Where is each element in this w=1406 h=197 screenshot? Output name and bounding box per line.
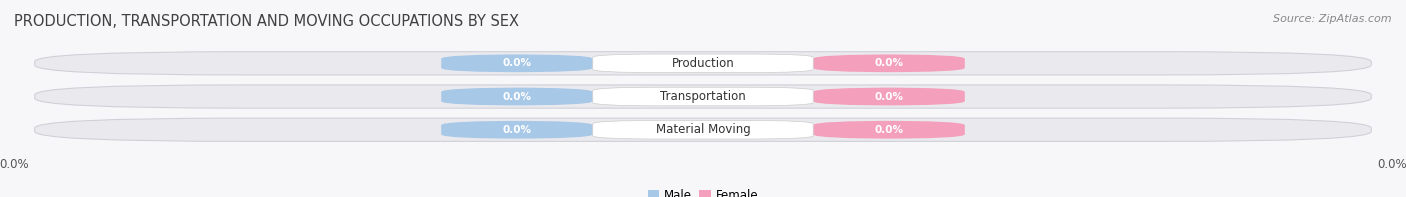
FancyBboxPatch shape (35, 118, 1371, 141)
FancyBboxPatch shape (813, 54, 965, 72)
Legend: Male, Female: Male, Female (643, 185, 763, 197)
FancyBboxPatch shape (441, 87, 593, 106)
Text: 0.0%: 0.0% (875, 58, 904, 68)
Text: Production: Production (672, 57, 734, 70)
Text: Transportation: Transportation (661, 90, 745, 103)
Text: 0.0%: 0.0% (875, 125, 904, 135)
Text: 0.0%: 0.0% (502, 58, 531, 68)
FancyBboxPatch shape (593, 87, 813, 106)
FancyBboxPatch shape (441, 54, 593, 72)
Text: 0.0%: 0.0% (502, 92, 531, 101)
FancyBboxPatch shape (593, 120, 813, 139)
Text: Source: ZipAtlas.com: Source: ZipAtlas.com (1274, 14, 1392, 24)
FancyBboxPatch shape (35, 85, 1371, 108)
Text: PRODUCTION, TRANSPORTATION AND MOVING OCCUPATIONS BY SEX: PRODUCTION, TRANSPORTATION AND MOVING OC… (14, 14, 519, 29)
FancyBboxPatch shape (813, 121, 965, 139)
Text: 0.0%: 0.0% (502, 125, 531, 135)
FancyBboxPatch shape (593, 54, 813, 73)
Text: 0.0%: 0.0% (875, 92, 904, 101)
FancyBboxPatch shape (813, 87, 965, 106)
FancyBboxPatch shape (441, 121, 593, 139)
Text: Material Moving: Material Moving (655, 123, 751, 136)
FancyBboxPatch shape (35, 52, 1371, 75)
